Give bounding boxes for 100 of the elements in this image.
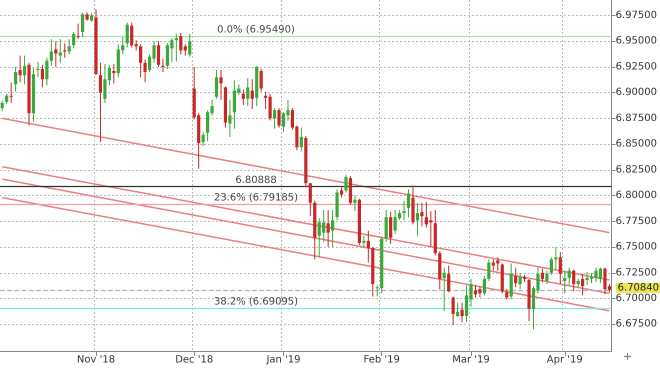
candlestick — [402, 200, 406, 221]
candlestick — [452, 296, 455, 326]
y-tick-label: 6.85000 — [616, 138, 658, 150]
candlestick — [18, 55, 22, 83]
candlestick — [126, 22, 129, 48]
candlestick — [300, 127, 303, 152]
candlestick — [206, 110, 210, 142]
candlestick — [161, 58, 165, 73]
y-tick-label: 6.70000 — [616, 293, 658, 304]
x-tick-label: Mar '19 — [452, 354, 490, 366]
y-tick-label: 6.75000 — [616, 242, 658, 253]
y-tick-label: 6.82500 — [616, 164, 658, 176]
candlestick — [260, 68, 263, 92]
candlestick — [474, 284, 478, 298]
candlestick — [344, 174, 348, 193]
candlestick — [563, 270, 566, 294]
candlestick — [40, 64, 44, 88]
candlestick — [246, 78, 250, 107]
candlestick — [174, 33, 178, 62]
candlestick — [36, 61, 40, 78]
ref-line-label: 0.0% (6.95490) — [217, 24, 295, 36]
candlestick — [603, 267, 607, 295]
candlestick — [478, 286, 482, 298]
candlestick — [277, 108, 281, 128]
candlestick — [188, 33, 192, 58]
candlestick — [416, 202, 420, 236]
ref-line-label: 38.2% (6.69095) — [214, 296, 298, 308]
x-tick-label: Apr '19 — [546, 354, 583, 366]
candlestick — [326, 209, 330, 248]
y-tick-label: 6.72500 — [616, 267, 658, 278]
candlestick — [460, 302, 464, 323]
candlestick — [456, 302, 460, 318]
candlestick — [228, 99, 232, 138]
ref-line-label: 6.70840 — [618, 282, 660, 294]
candlestick — [98, 62, 102, 143]
candlestick — [505, 288, 508, 300]
candlestick — [442, 267, 446, 312]
candlestick — [170, 38, 174, 62]
candlestick — [406, 188, 410, 218]
candlestick — [80, 12, 84, 38]
candlestick — [572, 269, 576, 292]
candlestick — [54, 40, 58, 68]
candlestick — [554, 246, 558, 270]
candlestick — [5, 93, 8, 104]
candlestick — [68, 38, 71, 56]
candlestick — [22, 55, 26, 85]
x-tick-label: Nov '18 — [76, 354, 116, 366]
candlestick — [156, 40, 160, 68]
candlestick — [202, 131, 205, 147]
candlestick — [308, 182, 312, 217]
candlestick — [112, 63, 116, 84]
candlestick — [282, 112, 286, 132]
candlestick — [50, 38, 53, 66]
candlestick — [219, 69, 223, 100]
candlestick — [594, 267, 598, 283]
y-tick-label: 6.90000 — [616, 87, 658, 98]
candlestick — [487, 258, 490, 282]
candlestick — [14, 66, 18, 92]
candlestick — [0, 100, 4, 112]
candlestick — [585, 271, 589, 286]
candlestick — [58, 38, 62, 64]
candlestick — [250, 78, 254, 110]
candlestick — [545, 270, 549, 285]
candlestick — [581, 273, 584, 296]
ref-line-label: 23.6% (6.79185) — [214, 192, 298, 204]
ref-line-label: 6.80888 — [235, 174, 277, 186]
x-tick-label: Jan '19 — [265, 354, 301, 366]
candlestick — [103, 63, 107, 104]
candlestick — [518, 272, 522, 290]
candlestick — [362, 235, 366, 249]
candlestick — [429, 210, 432, 248]
candlestick — [45, 57, 48, 86]
candlestick — [166, 42, 170, 70]
y-tick-label: 6.95000 — [616, 36, 658, 47]
candlestick — [568, 267, 571, 286]
candlestick — [10, 82, 13, 104]
candlestick — [464, 284, 468, 323]
candlestick — [331, 209, 334, 248]
y-tick-label: 6.77500 — [616, 216, 658, 227]
y-tick-label: 6.97500 — [616, 10, 658, 21]
candlestick — [558, 252, 562, 285]
candlestick — [550, 256, 553, 276]
candlestick — [447, 265, 450, 293]
candlestick — [598, 267, 602, 284]
candlestick — [272, 108, 276, 130]
x-tick-label: Feb '19 — [364, 354, 400, 366]
y-tick-label: 6.92500 — [616, 61, 658, 72]
candlestick — [420, 202, 424, 227]
candlestick — [63, 42, 66, 58]
candlestick — [72, 31, 76, 49]
candlestick — [590, 272, 594, 284]
candlestick — [514, 267, 518, 288]
candlestick — [510, 263, 513, 300]
candlestick — [340, 186, 344, 198]
y-tick-label: 6.80000 — [616, 190, 658, 202]
candlestick — [482, 275, 486, 296]
candlestick — [353, 195, 357, 212]
candlestick — [366, 230, 370, 263]
candlestick — [144, 59, 147, 83]
candlestick — [214, 69, 218, 100]
